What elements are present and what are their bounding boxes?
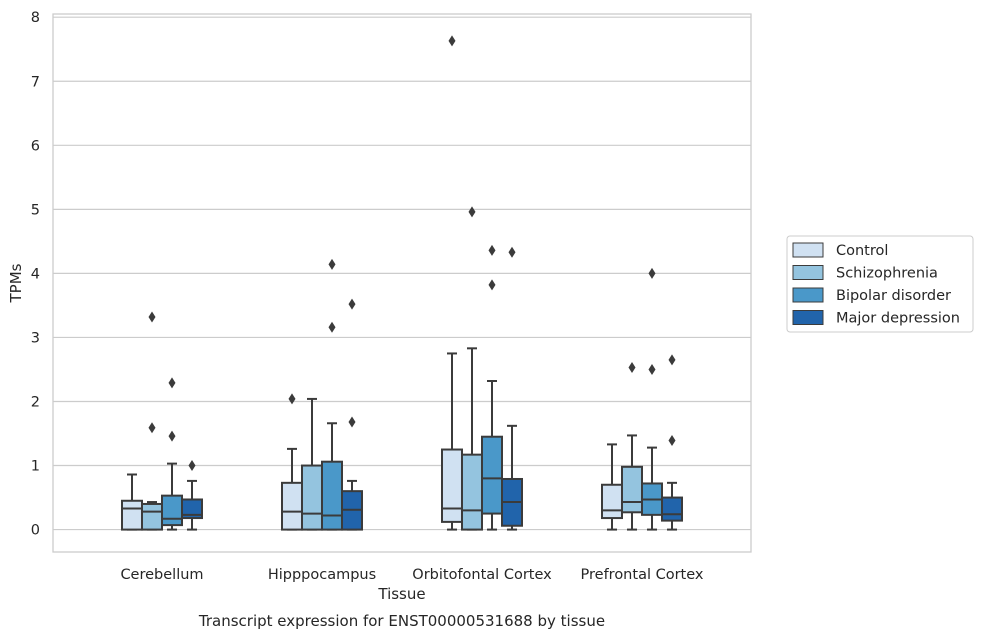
legend-item-schizophrenia: Schizophrenia (792, 265, 938, 282)
x-tick-label-orbitofontal-cortex: Orbitofontal Cortex (412, 567, 552, 583)
outlier-point (168, 430, 176, 442)
outlier-point (148, 311, 156, 323)
legend-label: Major depression (836, 311, 960, 327)
outlier-point (488, 244, 496, 256)
outlier-point (668, 435, 676, 447)
box-body (481, 435, 503, 515)
legend-item-bipolar-disorder: Bipolar disorder (792, 287, 951, 304)
box-body (301, 464, 323, 531)
box-body (661, 496, 683, 522)
box-cerebellum-bipolar-disorder (161, 377, 183, 531)
outlier-point (668, 354, 676, 366)
box-hipppocampus-major-depression (341, 298, 363, 531)
legend-label: Schizophrenia (836, 266, 938, 282)
legend-swatch (792, 265, 824, 280)
y-tick-label: 2 (31, 394, 40, 410)
outlier-point (508, 246, 516, 258)
x-axis-title: Tissue (377, 585, 425, 603)
box-groups (121, 35, 683, 531)
legend-swatch (792, 310, 824, 325)
outlier-point (288, 393, 296, 405)
y-tick-label: 3 (31, 330, 40, 346)
box-group-orbitofontal-cortex (441, 35, 523, 531)
outlier-point (628, 362, 636, 374)
legend-frame (786, 235, 974, 333)
grid-lines (53, 16, 751, 531)
chart-caption: Transcript expression for ENST0000053168… (198, 612, 605, 630)
box-orbitofontal-cortex-bipolar-disorder (481, 244, 503, 531)
box-prefrontal-cortex-schizophrenia (621, 362, 643, 531)
box-hipppocampus-bipolar-disorder (321, 258, 343, 531)
box-hipppocampus-schizophrenia (301, 397, 323, 531)
outlier-point (348, 298, 356, 310)
box-body (181, 498, 203, 520)
box-orbitofontal-cortex-major-depression (501, 246, 523, 531)
box-body (141, 502, 163, 531)
box-body (161, 494, 183, 527)
x-tick-labels: Cerebellum Hipppocampus Orbitofontal Corte… (120, 567, 703, 583)
outlier-point (188, 460, 196, 472)
box-orbitofontal-cortex-control (441, 35, 463, 531)
box-body (441, 448, 463, 523)
legend-swatch (792, 287, 824, 303)
y-tick-label: 6 (31, 138, 40, 154)
box-cerebellum-schizophrenia (141, 311, 163, 531)
y-tick-label: 4 (31, 266, 40, 282)
outlier-point (468, 206, 476, 218)
outlier-point (328, 321, 336, 333)
y-axis-title: TPMs (7, 263, 25, 303)
box-cerebellum-control (121, 473, 143, 531)
box-prefrontal-cortex-bipolar-disorder (641, 267, 663, 531)
legend-label: Bipolar disorder (836, 288, 951, 304)
box-hipppocampus-control (281, 393, 303, 531)
y-tick-label: 5 (31, 202, 40, 218)
y-tick-labels: 0 1 2 3 4 5 6 7 8 (31, 10, 40, 538)
box-body (601, 483, 623, 520)
legend-swatch (792, 242, 824, 258)
legend-item-control: Control (792, 242, 888, 259)
x-tick-label-prefrontal-cortex: Prefrontal Cortex (581, 567, 704, 583)
y-tick-label: 7 (31, 74, 40, 90)
outlier-point (448, 35, 456, 47)
box-group-hipppocampus (281, 258, 363, 531)
legend-item-major-depression: Major depression (792, 310, 960, 327)
y-tick-label: 1 (31, 459, 40, 475)
legend-label: Control (836, 243, 888, 259)
x-tick-label-cerebellum: Cerebellum (120, 567, 203, 583)
box-group-cerebellum (121, 311, 203, 531)
box-prefrontal-cortex-major-depression (661, 354, 683, 531)
x-tick-label-hipppocampus: Hipppocampus (268, 567, 376, 583)
outlier-point (168, 377, 176, 389)
box-orbitofontal-cortex-schizophrenia (461, 206, 483, 531)
box-body (461, 453, 483, 531)
box-body (621, 465, 643, 514)
outlier-point (148, 422, 156, 434)
box-prefrontal-cortex-control (601, 443, 623, 531)
y-tick-label: 0 (31, 523, 40, 539)
box-body (281, 481, 303, 531)
outlier-point (328, 258, 336, 270)
outlier-point (648, 363, 656, 375)
outlier-point (488, 279, 496, 291)
outlier-point (648, 267, 656, 279)
box-body (121, 499, 143, 531)
outlier-point (348, 416, 356, 428)
box-body (321, 460, 343, 531)
box-cerebellum-major-depression (181, 460, 203, 531)
legend: Control Schizophrenia Bipolar disorder Majo… (786, 235, 974, 333)
y-tick-label: 8 (31, 10, 40, 26)
box-group-prefrontal-cortex (601, 267, 683, 531)
legend-items: Control Schizophrenia Bipolar disorder Majo… (792, 242, 960, 327)
plot-frame (52, 13, 752, 553)
